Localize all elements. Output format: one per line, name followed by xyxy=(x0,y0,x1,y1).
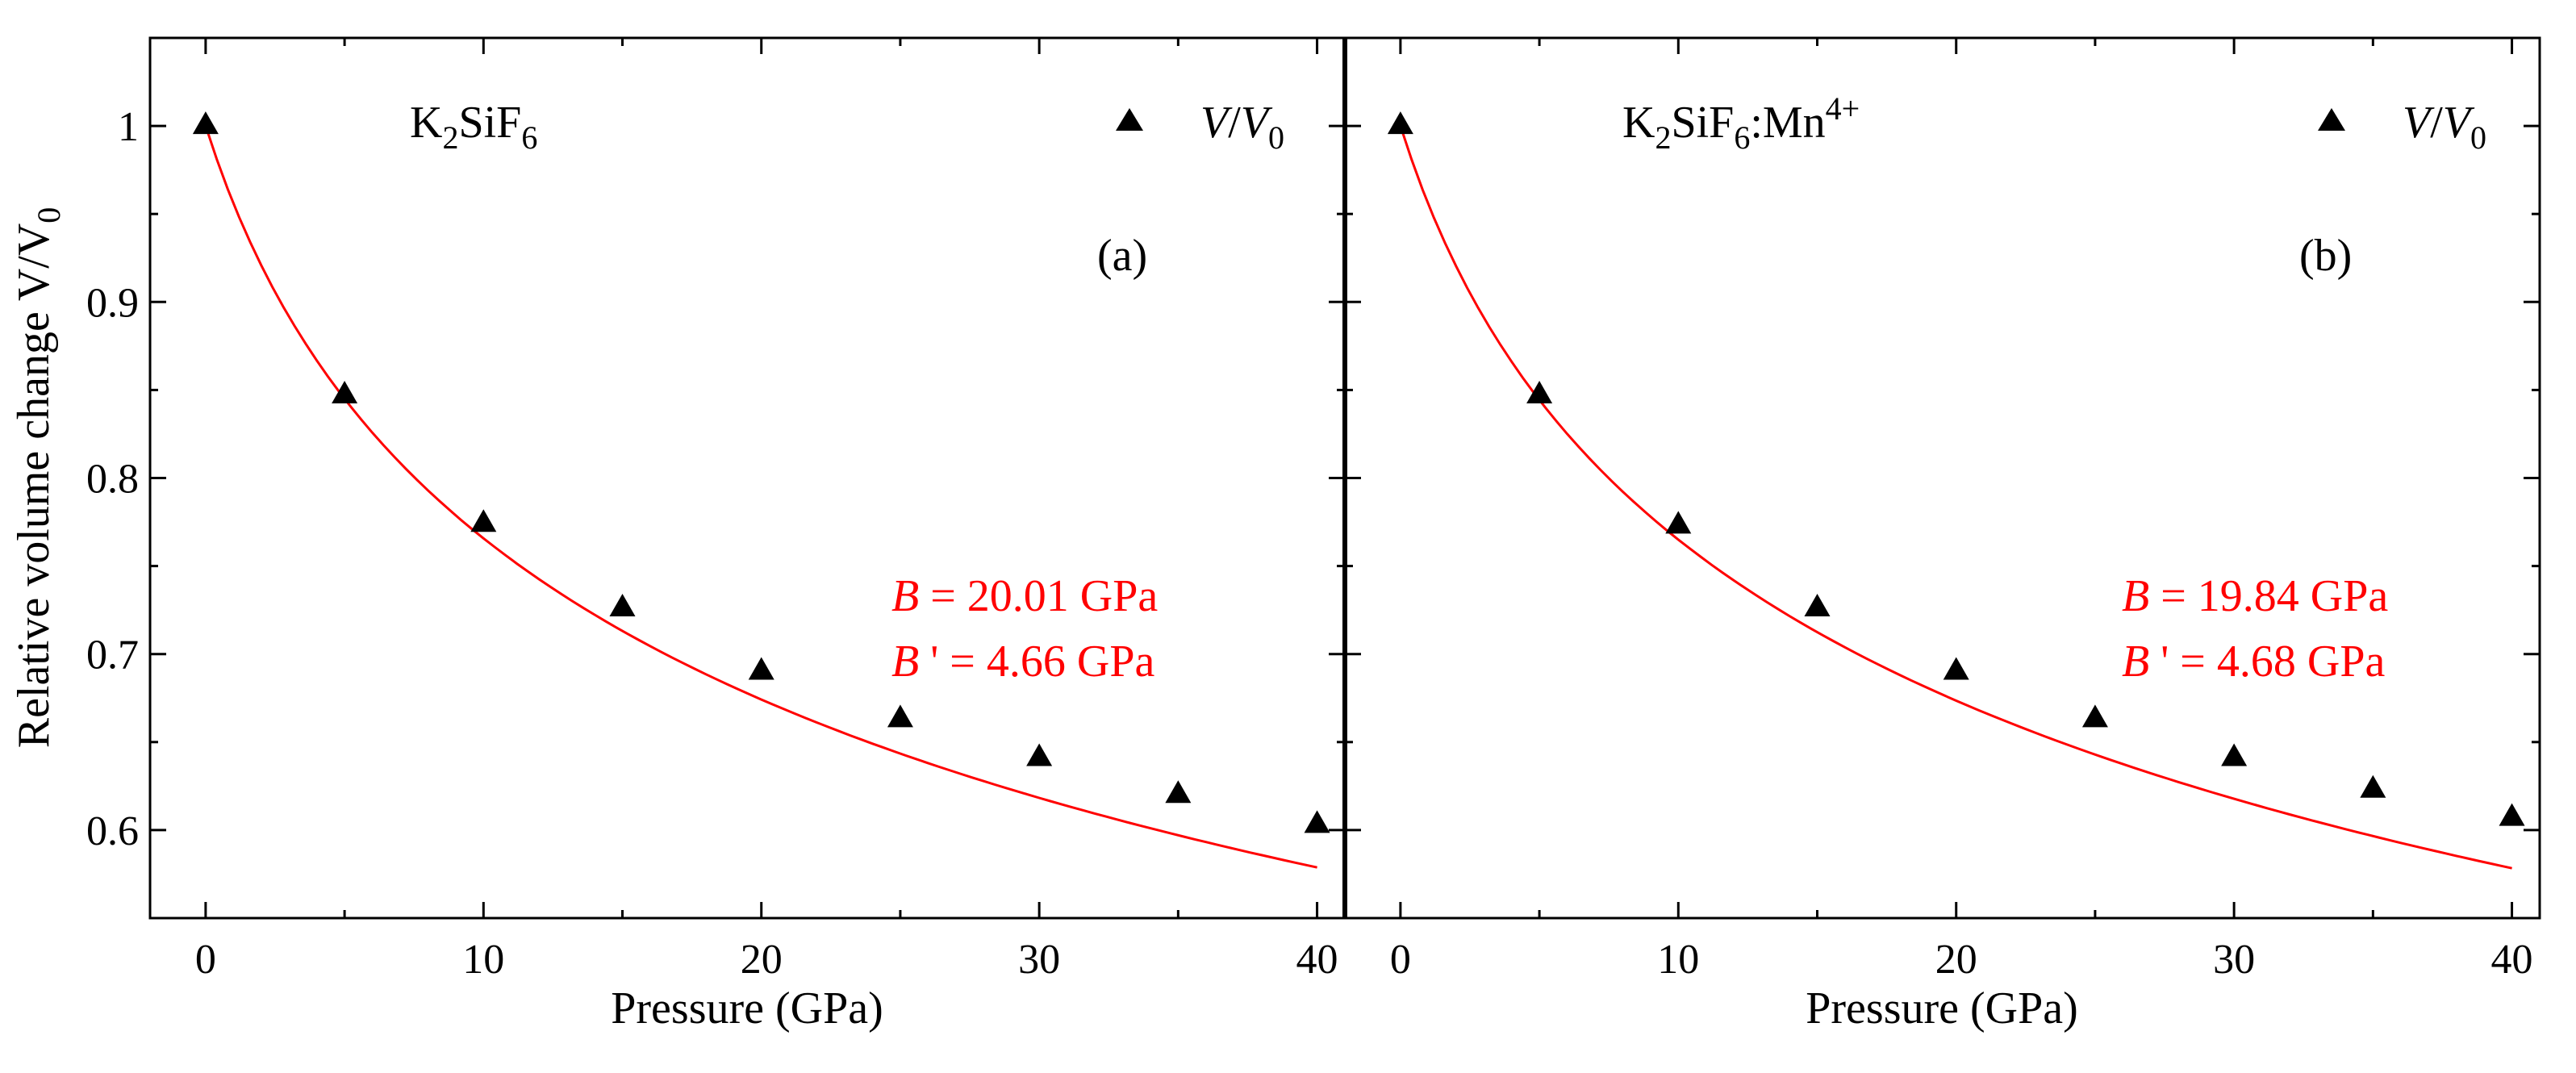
panel-a-panel-label: (a) xyxy=(1097,231,1147,281)
panel-b-b-annotation: B = 19.84 GPa xyxy=(2122,571,2388,621)
panel-a-legend-marker xyxy=(1116,108,1143,131)
panel-a-y-tick-label: 1 xyxy=(118,104,139,150)
panel-a-x-tick-label: 0 xyxy=(195,937,216,983)
panel-a-y-tick-label: 0.8 xyxy=(86,457,139,503)
panel-b-data-point xyxy=(2221,743,2248,766)
panel-a-x-tick-label: 20 xyxy=(741,937,783,983)
panel-b-bprime-annotation: B ' = 4.68 GPa xyxy=(2122,637,2385,687)
panel-a-tick-labels: 0 10 20 30 40 0.6 0.7 0.8 0.9 1 xyxy=(86,104,1338,983)
panel-b-data-point xyxy=(1804,593,1831,616)
panel-a-y-tick-label: 0.6 xyxy=(86,808,139,854)
panel-b-ticks xyxy=(1345,38,2540,920)
panel-a-frame xyxy=(148,36,1346,920)
panel-b-frame xyxy=(1343,36,2541,920)
panel-a-data-point xyxy=(1165,780,1192,804)
panel-a-data-point xyxy=(470,509,497,532)
panel-b-x-tick-label: 10 xyxy=(1657,937,1699,983)
panel-b-data-point xyxy=(1943,657,1969,680)
panel-b-sample-label: K2SiF6:Mn4+ xyxy=(1622,90,1860,156)
panel-a-sample-label: K2SiF6 xyxy=(410,98,537,156)
panel-b-data-point xyxy=(1387,111,1413,135)
panel-b-panel-label: (b) xyxy=(2299,231,2352,281)
panel-a: 0 10 20 30 40 0.6 0.7 0.8 0.9 1 K2SiF6 V/V0 (a) B… xyxy=(86,36,1346,1033)
panel-b-data-point xyxy=(2360,774,2386,798)
panel-a-fit-curve xyxy=(204,125,1317,869)
panel-b-x-axis-title: Pressure (GPa) xyxy=(1806,983,2077,1033)
panel-b: 0 10 20 30 40 K2SiF6:Mn4+ V/V0 (b) B = 19.84… xyxy=(1343,36,2541,1033)
panel-b-legend-label: V/V0 xyxy=(2403,98,2486,156)
panel-a-data-point xyxy=(887,704,913,728)
panel-b-markers xyxy=(1387,111,2525,826)
panel-a-b-annotation: B = 20.01 GPa xyxy=(891,571,1158,621)
panel-a-x-tick-label: 10 xyxy=(462,937,504,983)
panel-b-data-point xyxy=(2081,704,2108,728)
panel-a-data-point xyxy=(748,657,774,680)
panel-a-data-point xyxy=(609,593,636,616)
panel-a-y-tick-label: 0.9 xyxy=(86,280,139,326)
panel-a-x-tick-label: 30 xyxy=(1018,937,1060,983)
panel-b-data-point xyxy=(2499,803,2525,826)
panel-a-legend-label: V/V0 xyxy=(1200,98,1284,156)
panel-a-ticks xyxy=(150,38,1345,920)
panel-b-x-tick-label: 0 xyxy=(1390,937,1411,983)
panel-b-data-point xyxy=(1665,511,1692,534)
panel-a-x-tick-label: 40 xyxy=(1296,937,1338,983)
panel-a-data-point xyxy=(192,111,219,135)
panel-b-data-point xyxy=(1526,380,1553,403)
panel-b-x-tick-label: 20 xyxy=(1935,937,1977,983)
panel-a-bprime-annotation: B ' = 4.66 GPa xyxy=(891,637,1154,687)
panel-b-x-tick-label: 30 xyxy=(2213,937,2255,983)
panel-a-data-point xyxy=(1304,810,1330,833)
panel-b-fit-curve xyxy=(1399,125,2512,870)
panel-a-markers xyxy=(192,111,1330,833)
panel-a-data-point xyxy=(332,380,358,403)
panel-b-legend-marker xyxy=(2318,108,2345,131)
panel-a-x-axis-title: Pressure (GPa) xyxy=(611,983,883,1033)
panel-b-x-tick-label: 40 xyxy=(2491,937,2533,983)
y-axis-title: Relative volume change V/V0 xyxy=(9,207,67,749)
panel-a-data-point xyxy=(1026,743,1053,766)
panel-b-tick-labels: 0 10 20 30 40 xyxy=(1390,937,2533,983)
panel-a-y-tick-label: 0.7 xyxy=(86,633,139,678)
